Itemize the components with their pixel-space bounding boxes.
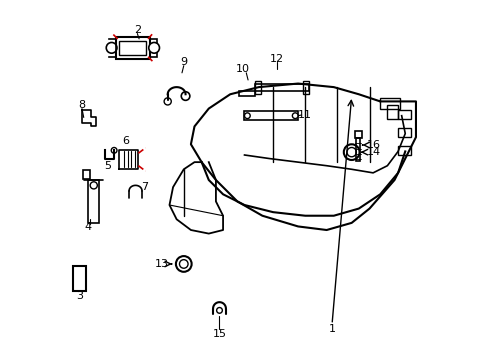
Text: 6: 6 — [122, 136, 129, 147]
Text: 1: 1 — [328, 324, 335, 334]
Text: 16: 16 — [366, 140, 380, 150]
Circle shape — [244, 113, 250, 118]
Bar — [244, 111, 298, 120]
Bar — [116, 37, 149, 59]
Circle shape — [181, 92, 189, 100]
Circle shape — [216, 307, 222, 313]
Bar — [119, 41, 146, 55]
Bar — [380, 98, 399, 109]
Text: 8: 8 — [78, 100, 85, 110]
Bar — [397, 128, 410, 137]
Bar — [255, 81, 260, 94]
Circle shape — [164, 98, 171, 105]
Polygon shape — [82, 111, 96, 126]
Bar — [88, 180, 99, 223]
Circle shape — [346, 148, 356, 157]
Circle shape — [179, 260, 188, 268]
Text: 14: 14 — [366, 147, 380, 157]
Text: 13: 13 — [154, 259, 168, 269]
Bar — [303, 81, 308, 94]
Circle shape — [106, 42, 117, 53]
Circle shape — [148, 42, 159, 53]
Text: 12: 12 — [269, 54, 283, 64]
Text: 15: 15 — [212, 329, 226, 339]
Circle shape — [111, 148, 117, 153]
Bar — [354, 131, 361, 138]
Bar — [73, 266, 85, 292]
Circle shape — [90, 182, 97, 189]
Bar — [255, 84, 308, 91]
Text: 3: 3 — [76, 291, 83, 301]
Bar — [82, 170, 90, 179]
Text: 7: 7 — [141, 182, 148, 192]
Circle shape — [292, 113, 298, 118]
Text: 10: 10 — [235, 64, 249, 74]
Text: 11: 11 — [298, 110, 312, 120]
Text: 2: 2 — [134, 25, 141, 35]
Text: 9: 9 — [180, 57, 187, 67]
Bar — [397, 111, 410, 119]
Text: 4: 4 — [84, 222, 91, 232]
Bar — [239, 91, 255, 96]
Circle shape — [176, 256, 191, 272]
Bar — [386, 105, 397, 119]
Bar — [149, 39, 157, 57]
Bar — [355, 138, 360, 161]
Bar — [397, 146, 410, 155]
Circle shape — [343, 144, 359, 160]
Text: 5: 5 — [104, 161, 111, 171]
